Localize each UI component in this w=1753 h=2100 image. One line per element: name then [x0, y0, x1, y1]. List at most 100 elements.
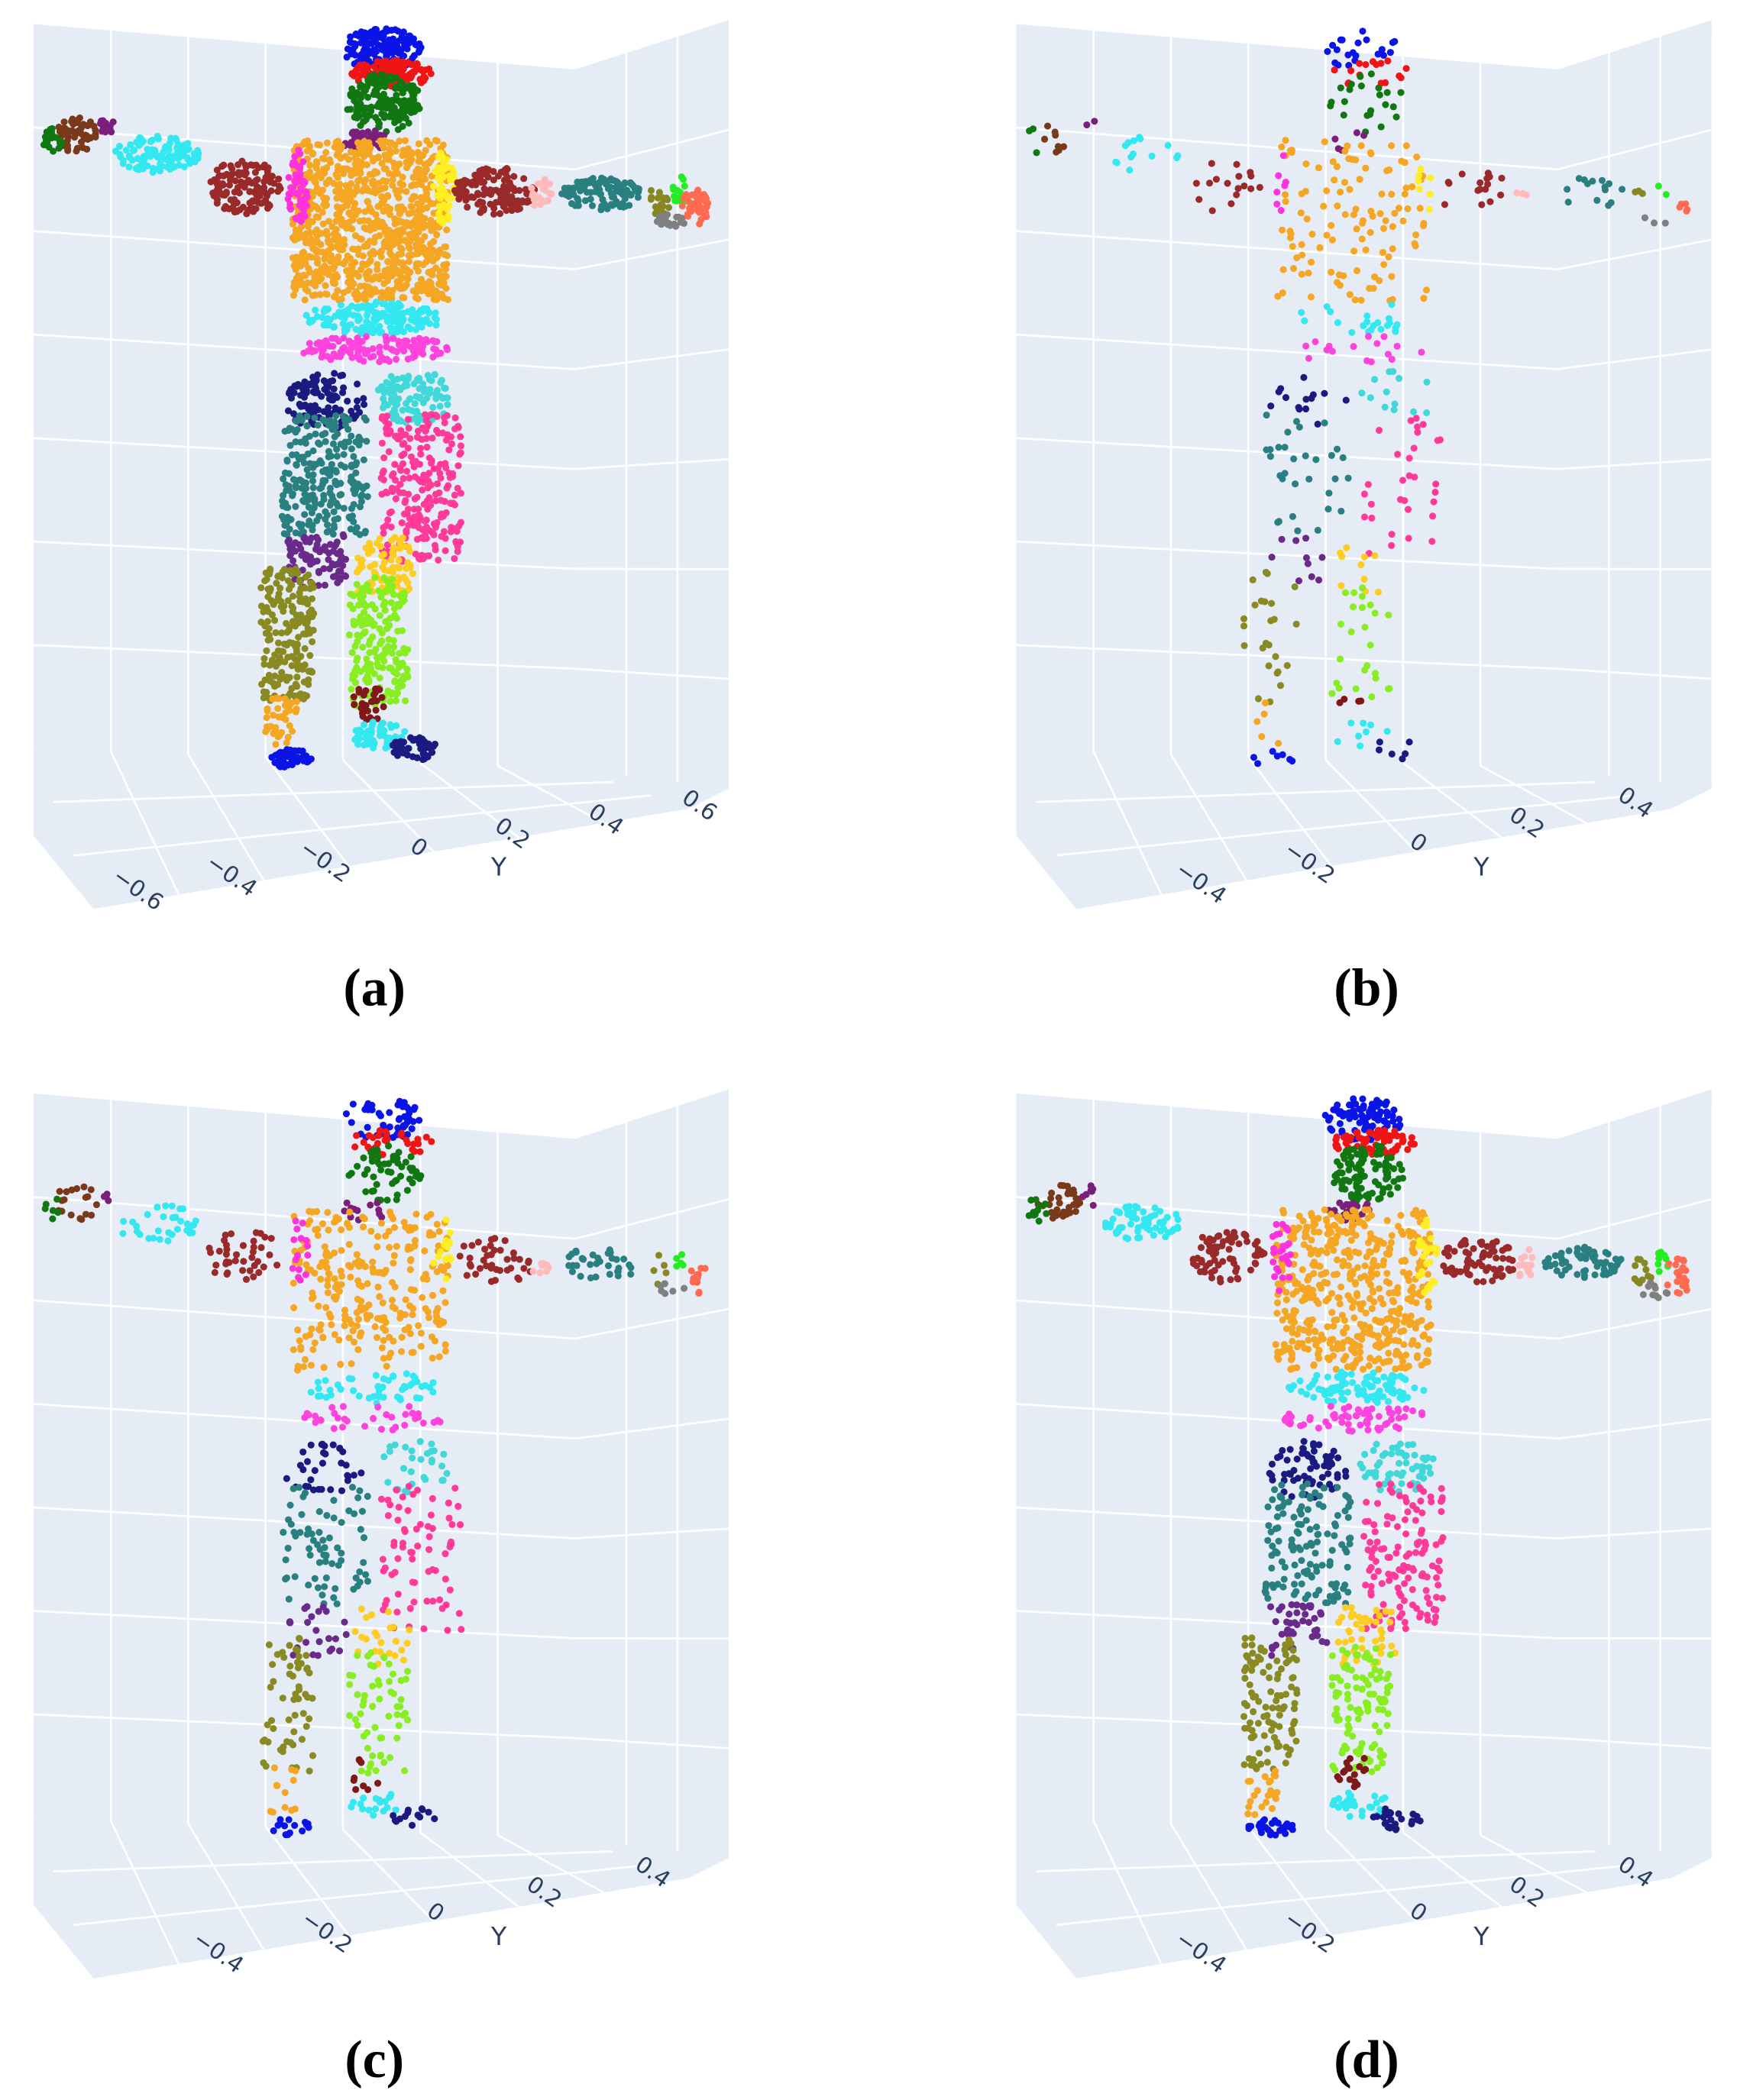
body-point: [409, 458, 417, 466]
body-point: [377, 73, 385, 80]
body-point: [1305, 475, 1313, 483]
body-point: [370, 1146, 377, 1155]
body-point: [296, 163, 304, 171]
body-point: [1593, 196, 1601, 204]
body-point: [321, 166, 328, 174]
body-point: [354, 245, 362, 253]
body-point: [620, 191, 628, 199]
body-point: [1379, 248, 1386, 257]
body-point: [367, 257, 374, 264]
body-point: [282, 481, 289, 489]
body-point: [444, 346, 451, 354]
body-point: [309, 464, 317, 471]
body-point: [365, 150, 373, 158]
body-point: [421, 233, 429, 241]
body-point: [1404, 506, 1412, 513]
body-point: [398, 34, 406, 42]
body-point: [647, 186, 655, 194]
body-point: [376, 612, 383, 619]
body-point: [320, 492, 328, 499]
body-point: [441, 384, 449, 393]
body-point: [370, 620, 378, 628]
body-point: [455, 195, 463, 203]
body-point: [648, 193, 655, 201]
body-point: [296, 577, 303, 584]
body-point: [392, 147, 399, 155]
body-point: [397, 273, 405, 281]
body-point: [1399, 477, 1407, 484]
body-point: [1632, 188, 1639, 195]
grid-line: [53, 780, 613, 803]
body-point: [390, 591, 398, 599]
body-point: [353, 664, 361, 671]
body-point: [369, 328, 377, 336]
body-point: [1345, 155, 1353, 163]
body-point: [1367, 326, 1375, 334]
body-point: [359, 485, 367, 493]
body-point: [284, 504, 292, 512]
body-point: [349, 675, 357, 683]
body-point: [294, 190, 302, 199]
body-point: [1263, 411, 1270, 419]
body-point: [147, 137, 154, 145]
body-point: [1394, 451, 1402, 458]
body-point: [349, 1100, 357, 1108]
body-point: [345, 1334, 353, 1342]
body-point: [319, 154, 327, 162]
body-point: [1292, 480, 1299, 488]
body-point: [264, 205, 272, 212]
body-point: [330, 324, 338, 331]
body-point: [1412, 415, 1420, 422]
body-point: [388, 1296, 396, 1304]
body-point: [1208, 207, 1216, 215]
body-point: [368, 39, 376, 47]
body-point: [423, 137, 431, 144]
body-point: [346, 38, 354, 46]
body-point: [374, 663, 382, 670]
body-point: [437, 393, 445, 400]
body-point: [1286, 228, 1294, 235]
body-point: [1388, 301, 1396, 309]
body-point: [376, 625, 383, 632]
body-point: [1224, 179, 1231, 187]
body-point: [318, 275, 325, 283]
body-point: [326, 501, 334, 509]
body-point: [441, 1299, 449, 1307]
body-point: [306, 161, 314, 169]
body-point: [1382, 101, 1389, 108]
body-point: [383, 294, 391, 302]
body-point: [1333, 279, 1341, 286]
grid-line: [496, 764, 604, 824]
body-point: [322, 307, 329, 315]
body-point: [443, 226, 451, 234]
body-point: [435, 556, 442, 564]
body-point: [354, 250, 363, 258]
body-point: [568, 200, 576, 208]
body-point: [400, 1219, 408, 1226]
body-point: [348, 685, 355, 693]
body-point: [252, 177, 260, 185]
body-point: [1337, 582, 1345, 590]
body-point: [233, 199, 241, 207]
body-point: [1353, 267, 1360, 275]
body-point: [1112, 158, 1120, 166]
body-point: [278, 751, 286, 759]
body-point: [331, 1275, 338, 1283]
body-point: [419, 1294, 426, 1301]
body-point: [372, 299, 380, 306]
body-point: [393, 1242, 400, 1250]
body-point: [302, 1261, 310, 1268]
body-point: [418, 181, 425, 189]
body-point: [394, 299, 403, 307]
body-point: [452, 539, 461, 547]
body-point: [1298, 241, 1305, 248]
body-point: [332, 477, 339, 485]
body-point: [296, 662, 304, 670]
body-point: [417, 276, 425, 283]
body-point: [293, 705, 300, 713]
body-point: [390, 470, 397, 477]
body-point: [1405, 535, 1412, 542]
body-point: [423, 395, 431, 402]
body-point: [429, 435, 436, 442]
body-point: [442, 1237, 450, 1245]
